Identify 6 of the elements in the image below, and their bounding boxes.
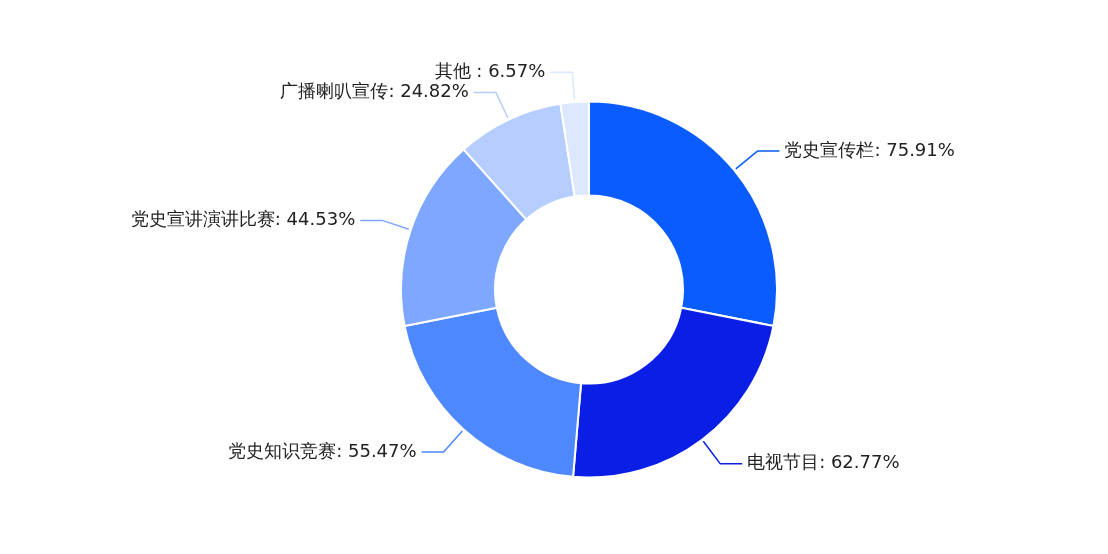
slice-label: 电视节目: 62.77% <box>747 451 900 473</box>
slice-label: 党史宣传栏: 75.91% <box>784 138 955 160</box>
slice-label: 其他 : 6.57% <box>434 59 546 81</box>
slice-label: 广播喇叭宣传: 24.82% <box>280 80 469 102</box>
slice-label: 党史宣讲演讲比赛: 44.53% <box>130 208 356 230</box>
slice-label: 党史知识竞赛: 55.47% <box>228 439 417 461</box>
